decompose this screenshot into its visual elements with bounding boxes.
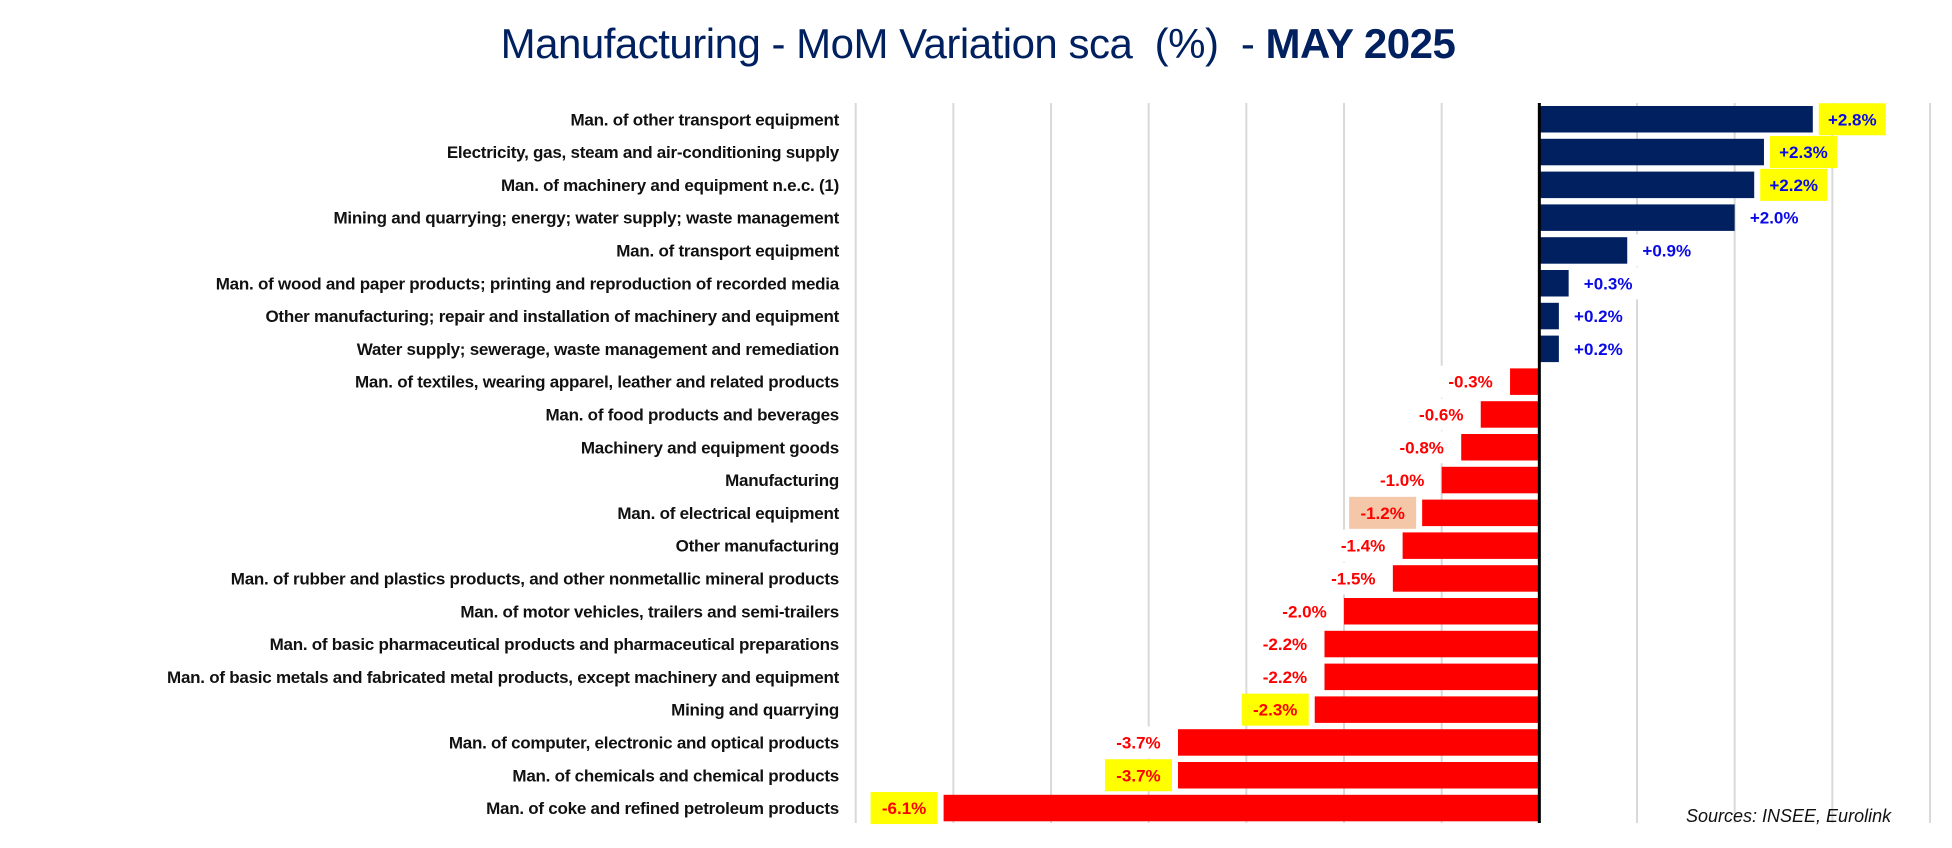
value-label: +2.8% bbox=[1828, 110, 1877, 129]
category-label: Other manufacturing bbox=[676, 537, 839, 556]
value-label: +0.9% bbox=[1642, 241, 1691, 260]
bar bbox=[1402, 532, 1540, 559]
category-label: Manufacturing bbox=[725, 471, 839, 490]
category-label: Man. of rubber and plastics products, an… bbox=[231, 569, 839, 588]
category-label: Man. of machinery and equipment n.e.c. (… bbox=[501, 176, 839, 195]
category-label: Mining and quarrying; energy; water supp… bbox=[334, 209, 840, 228]
category-label: Man. of electrical equipment bbox=[617, 504, 839, 523]
value-label: -2.3% bbox=[1253, 701, 1297, 720]
chart-title: Manufacturing - MoM Variation sca (%) - … bbox=[2, 20, 1952, 68]
value-label: -1.4% bbox=[1341, 537, 1385, 556]
value-label: +0.3% bbox=[1584, 274, 1633, 293]
category-label: Electricity, gas, steam and air-conditio… bbox=[447, 143, 840, 162]
category-label: Man. of chemicals and chemical products bbox=[512, 766, 839, 785]
bar bbox=[1422, 499, 1540, 527]
value-label-background bbox=[1104, 726, 1172, 759]
bars bbox=[943, 106, 1813, 822]
value-label: -0.8% bbox=[1400, 438, 1444, 457]
value-label-highlight bbox=[870, 792, 938, 825]
value-label: -2.2% bbox=[1263, 668, 1307, 687]
bar bbox=[1510, 368, 1540, 395]
value-label-background bbox=[1437, 365, 1505, 398]
category-label: Man. of other transport equipment bbox=[571, 110, 840, 129]
value-label-highlight bbox=[1760, 168, 1828, 201]
value-label: -1.5% bbox=[1331, 569, 1375, 588]
value-label: +0.2% bbox=[1574, 340, 1623, 359]
value-label-background bbox=[1271, 595, 1339, 628]
chart-title-main: Manufacturing - MoM Variation sca (%) - bbox=[500, 20, 1266, 67]
bar bbox=[1539, 106, 1813, 133]
value-label-background bbox=[1319, 562, 1387, 595]
category-label: Man. of coke and refined petroleum produ… bbox=[486, 799, 839, 818]
category-label: Man. of basic metals and fabricated meta… bbox=[167, 668, 840, 687]
bar bbox=[1539, 204, 1735, 231]
value-label: -6.1% bbox=[882, 799, 926, 818]
value-label-background bbox=[1388, 431, 1456, 464]
value-label-background bbox=[1740, 201, 1808, 234]
bar bbox=[1392, 565, 1540, 592]
bar bbox=[1441, 466, 1540, 494]
value-label-highlight bbox=[1349, 496, 1417, 529]
category-label: Man. of wood and paper products; printin… bbox=[216, 274, 840, 293]
value-label: -2.2% bbox=[1263, 635, 1307, 654]
value-label: -3.7% bbox=[1116, 733, 1160, 752]
value-label: -3.7% bbox=[1116, 766, 1160, 785]
value-label: +2.3% bbox=[1779, 143, 1828, 162]
category-label: Man. of computer, electronic and optical… bbox=[449, 733, 839, 752]
bar bbox=[1344, 598, 1540, 625]
value-label: +2.0% bbox=[1750, 209, 1799, 228]
value-label: +2.2% bbox=[1769, 176, 1818, 195]
value-label-background bbox=[1564, 332, 1632, 365]
value-label-highlight bbox=[1104, 759, 1172, 792]
category-label: Water supply; sewerage, waste management… bbox=[357, 340, 839, 359]
value-label-highlight bbox=[1241, 693, 1309, 726]
bar bbox=[1461, 434, 1540, 461]
category-label: Machinery and equipment goods bbox=[581, 438, 839, 457]
value-label-background bbox=[1251, 628, 1319, 661]
category-label: Man. of motor vehicles, trailers and sem… bbox=[460, 602, 839, 621]
source-note: Sources: INSEE, Eurolink bbox=[1686, 806, 1892, 826]
category-label: Mining and quarrying bbox=[671, 701, 839, 720]
bar bbox=[1177, 729, 1540, 756]
bar bbox=[1324, 630, 1540, 658]
bar bbox=[1324, 663, 1540, 691]
value-label: -0.3% bbox=[1448, 373, 1492, 392]
category-label: Man. of transport equipment bbox=[616, 241, 839, 260]
value-label-highlight bbox=[1769, 136, 1837, 169]
bar bbox=[1539, 302, 1559, 330]
value-label-background bbox=[1368, 464, 1436, 497]
category-label: Other manufacturing; repair and installa… bbox=[265, 307, 839, 326]
value-label-background bbox=[1407, 398, 1475, 431]
bar bbox=[943, 794, 1540, 822]
chart-title-period: MAY 2025 bbox=[1265, 20, 1456, 67]
value-label-highlight bbox=[1818, 103, 1886, 136]
bar bbox=[1539, 270, 1569, 297]
category-label: Man. of basic pharmaceutical products an… bbox=[270, 635, 839, 654]
value-label-background bbox=[1564, 300, 1632, 333]
bar bbox=[1177, 762, 1540, 789]
value-label-background bbox=[1633, 234, 1701, 267]
bar bbox=[1539, 138, 1764, 166]
value-labels: +2.8%+2.3% +2.2% +2.0% +0.9% +0.3% +0.2% +0.2%… bbox=[870, 103, 1886, 825]
value-label: -1.2% bbox=[1360, 504, 1404, 523]
value-label: -2.0% bbox=[1282, 602, 1326, 621]
bar bbox=[1539, 237, 1628, 264]
category-label: Man. of textiles, wearing apparel, leath… bbox=[355, 373, 839, 392]
value-label: -0.6% bbox=[1419, 405, 1463, 424]
value-label-background bbox=[1574, 267, 1642, 300]
value-label-background bbox=[1251, 660, 1319, 693]
bar bbox=[1539, 335, 1559, 363]
value-label: -1.0% bbox=[1380, 471, 1424, 490]
bar bbox=[1480, 401, 1540, 428]
bar bbox=[1314, 696, 1540, 723]
bar bbox=[1539, 171, 1755, 199]
category-labels: Man. of other transport equipment Electri… bbox=[167, 110, 840, 818]
value-label-background bbox=[1329, 529, 1397, 562]
value-label: +0.2% bbox=[1574, 307, 1623, 326]
category-label: Man. of food products and beverages bbox=[545, 405, 839, 424]
